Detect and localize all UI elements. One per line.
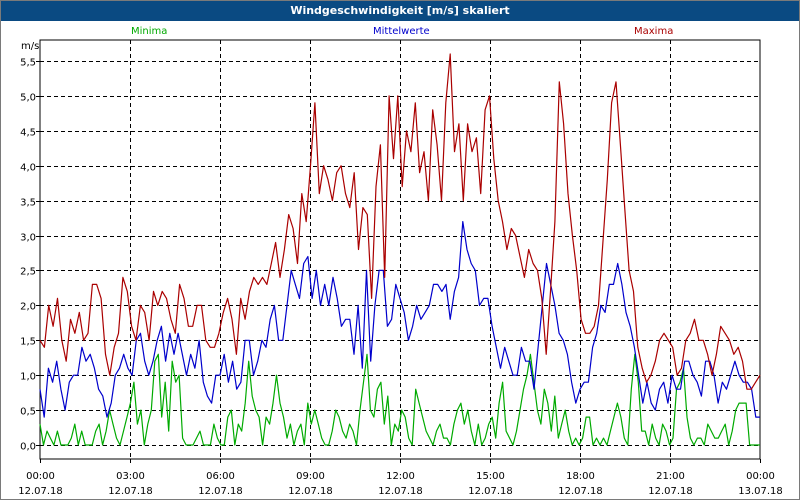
y-tick-label: 3,0 [20,233,36,244]
x-tick-time-label: 09:00 [296,471,325,482]
x-tick-time-label: 03:00 [116,471,145,482]
y-tick-label: 4,0 [20,163,36,174]
x-tick-time-label: 00:00 [26,471,55,482]
x-tick-time-label: 21:00 [656,471,685,482]
y-tick-label: 1,5 [20,337,36,348]
x-tick-time-label: 18:00 [566,471,595,482]
legend-mittelwerte: Mittelwerte [373,26,430,37]
x-tick-date-label: 12.07.18 [558,486,603,497]
chart-title: Windgeschwindigkeit [m/s] skaliert [1,1,799,21]
x-tick-date-label: 13.07.18 [738,486,783,497]
x-tick-date-label: 12.07.18 [18,486,63,497]
x-tick-date-label: 12.07.18 [198,486,243,497]
series-line-minima [39,353,760,446]
y-tick-label: 0,5 [20,407,36,418]
y-tick-label: 4,5 [20,128,36,139]
legend-minima: Minima [131,26,168,37]
x-tick-date-label: 12.07.18 [108,486,153,497]
y-tick-label: 1,0 [20,372,36,383]
y-axis-unit: m/s [21,41,40,52]
x-tick-time-label: 06:00 [206,471,235,482]
legend-maxima: Maxima [634,26,674,37]
x-tick-date-label: 12.07.18 [288,486,333,497]
x-tick-time-label: 00:00 [746,471,775,482]
y-tick-label: 5,5 [20,58,36,69]
x-tick-date-label: 12.07.18 [378,486,423,497]
plot-area [39,39,761,460]
y-tick-label: 3,5 [20,198,36,209]
y-tick-label: 2,0 [20,302,36,313]
y-tick-label: 5,0 [20,93,36,104]
x-tick-time-label: 15:00 [476,471,505,482]
series-line-maxima [39,53,761,390]
x-tick-date-label: 12.07.18 [468,486,513,497]
y-tick-label: 2,5 [20,267,36,278]
y-tick-label: 0,0 [20,442,36,453]
x-tick-time-label: 12:00 [386,471,415,482]
series-line-mittelwerte [39,221,760,418]
x-tick-date-label: 12.07.18 [648,486,693,497]
